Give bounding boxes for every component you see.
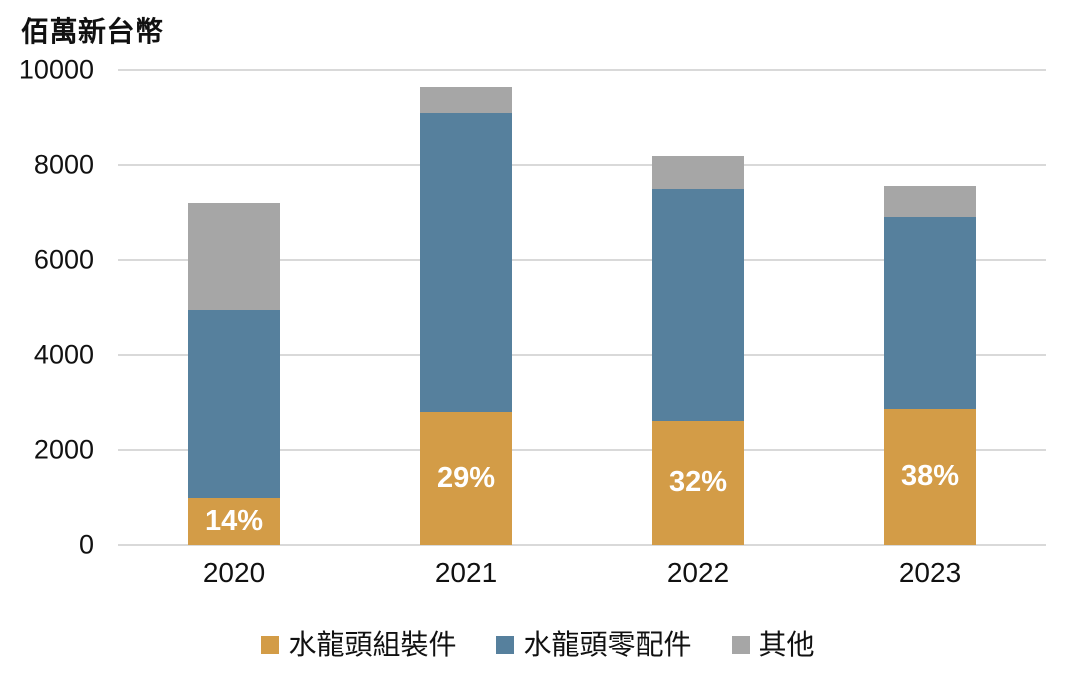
- segment-faucet-parts-2023: [883, 217, 977, 409]
- segment-faucet-parts-2020: [187, 309, 281, 498]
- x-tick-label-2023: 2023: [898, 557, 962, 588]
- y-tick-label-4000: 4000: [33, 339, 94, 370]
- x-tick-label-2022: 2022: [666, 557, 730, 588]
- segment-faucet-assemblies-2021: 29%: [419, 412, 513, 545]
- legend-swatch-icon-faucet-assemblies: [261, 636, 280, 654]
- x-tick-label-2021: 2021: [434, 557, 498, 588]
- legend-item-others: 其他: [731, 629, 815, 660]
- segment-others-2020: [187, 203, 281, 310]
- legend-item-faucet-assemblies: 水龍頭組裝件: [261, 631, 456, 659]
- x-tick-label-2020: 2020: [202, 557, 266, 588]
- x-axis-labels: 2020 2021 2022 2023: [118, 559, 1046, 593]
- legend-label-faucet-parts: 水龍頭零配件: [523, 629, 692, 660]
- gridline-2000: [118, 449, 1046, 451]
- y-axis-labels: 0 2000 4000 6000 8000 10000: [0, 56, 96, 558]
- y-tick-label-6000: 6000: [33, 244, 94, 275]
- bar-2022: 32%: [651, 155, 745, 546]
- y-tick-label-2000: 2000: [33, 434, 94, 465]
- segment-faucet-assemblies-2022: 32%: [651, 420, 745, 545]
- bar-2023: 38%: [883, 186, 977, 545]
- chart-unit-title: 佰萬新台幣: [21, 16, 164, 47]
- segment-others-2023: [883, 186, 977, 218]
- gridline-10000: [118, 69, 1046, 71]
- gridline-6000: [118, 259, 1046, 261]
- bar-2021: 29%: [419, 86, 513, 545]
- segment-faucet-assemblies-2023: 38%: [883, 408, 977, 545]
- y-tick-label-0: 0: [78, 529, 94, 560]
- segment-faucet-parts-2021: [419, 112, 513, 412]
- bar-percentage-label-2020: 14%: [204, 504, 264, 537]
- bar-percentage-label-2023: 38%: [900, 460, 960, 493]
- segment-faucet-assemblies-2020: 14%: [187, 497, 281, 545]
- bar-2020: 14%: [187, 203, 281, 545]
- gridline-4000: [118, 354, 1046, 356]
- segment-others-2022: [651, 155, 745, 189]
- legend-swatch-icon-others: [731, 636, 750, 654]
- legend-label-others: 其他: [758, 629, 815, 660]
- legend: 水龍頭組裝件 水龍頭零配件 其他: [0, 631, 1076, 659]
- y-tick-label-8000: 8000: [33, 149, 94, 180]
- legend-item-faucet-parts: 水龍頭零配件: [496, 629, 692, 660]
- segment-others-2021: [419, 86, 513, 113]
- gridline-0: [118, 544, 1046, 546]
- gridline-8000: [118, 164, 1046, 166]
- plot-area: 14% 29% 32% 38%: [118, 69, 1046, 546]
- legend-swatch-icon-faucet-parts: [496, 636, 515, 654]
- bar-percentage-label-2022: 32%: [668, 466, 728, 499]
- bar-percentage-label-2021: 29%: [436, 462, 496, 494]
- segment-faucet-parts-2022: [651, 188, 745, 421]
- legend-label-faucet-assemblies: 水龍頭組裝件: [288, 629, 457, 660]
- y-tick-label-10000: 10000: [18, 54, 94, 85]
